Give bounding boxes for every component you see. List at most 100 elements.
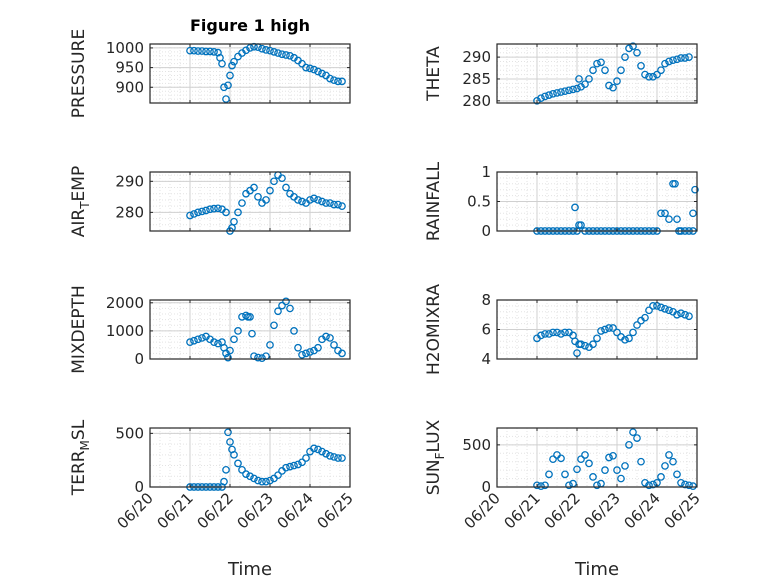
data-point	[669, 56, 677, 65]
data-point	[286, 304, 294, 313]
x-tick-label: 06/23	[581, 489, 624, 532]
data-point	[298, 458, 306, 467]
data-point	[310, 444, 318, 453]
y-tick-label: 0.5	[467, 193, 491, 211]
data-point	[625, 44, 633, 53]
data-point	[262, 196, 270, 204]
data-point	[222, 465, 230, 474]
data-point	[220, 477, 228, 486]
data-point	[557, 454, 565, 463]
data-point	[537, 331, 545, 340]
data-point	[597, 58, 605, 67]
data-point	[561, 328, 569, 337]
data-point	[549, 455, 557, 464]
data-point	[270, 48, 278, 56]
data-point	[186, 46, 194, 55]
data-point	[561, 87, 569, 96]
data-point	[306, 348, 314, 356]
data-point	[190, 210, 198, 218]
data-point	[290, 461, 298, 470]
subplot-sun-flux: 050006/2006/2106/2206/2306/2406/25SUNFLU…	[424, 419, 704, 580]
y-tick-label: 500	[462, 436, 491, 454]
data-point	[254, 476, 262, 485]
data-point	[274, 49, 282, 57]
y-tick-label: 1	[481, 163, 491, 181]
data-point	[691, 185, 699, 194]
data-point	[673, 310, 681, 319]
data-point	[621, 53, 629, 61]
data-point	[210, 338, 218, 346]
subplot-h2omixra: 4 6 8 H2OMIXRA	[424, 284, 698, 375]
data-series	[186, 42, 346, 103]
data-point	[577, 340, 585, 349]
x-tick-label: 06/25	[314, 489, 357, 532]
data-point	[673, 215, 681, 224]
data-point	[649, 302, 657, 310]
y-tick-label: 8	[481, 291, 491, 309]
data-point	[537, 94, 545, 103]
data-point	[613, 328, 621, 337]
data-point	[545, 470, 553, 479]
data-point	[242, 311, 250, 320]
data-point	[589, 340, 597, 349]
data-point	[190, 46, 198, 55]
data-point	[234, 327, 242, 335]
data-point	[593, 334, 601, 343]
data-point	[681, 54, 689, 62]
data-point	[294, 343, 302, 352]
data-point	[589, 66, 597, 75]
data-point	[677, 309, 685, 318]
x-axis-label: Time	[574, 559, 619, 580]
data-point	[186, 338, 194, 346]
data-point	[198, 207, 206, 216]
data-point	[629, 42, 637, 51]
data-point	[334, 200, 342, 209]
data-point	[553, 328, 561, 337]
y-axis-label: MIXDEPTH	[69, 285, 89, 374]
data-point	[657, 66, 665, 75]
data-series	[533, 302, 693, 357]
data-point	[338, 202, 346, 211]
data-point	[549, 89, 557, 98]
data-point	[258, 354, 266, 363]
data-point	[649, 480, 657, 489]
data-point	[605, 324, 613, 332]
data-point	[234, 208, 242, 217]
data-point	[282, 297, 290, 306]
y-tick-label: 290	[462, 48, 491, 66]
data-point	[326, 334, 334, 342]
data-point	[318, 447, 326, 456]
data-point	[238, 199, 246, 207]
data-point	[214, 339, 222, 348]
data-point	[577, 455, 585, 464]
data-point	[258, 44, 266, 53]
data-point	[677, 478, 685, 487]
data-point	[633, 434, 641, 442]
data-point	[278, 50, 286, 59]
y-tick-label: 0	[134, 478, 144, 496]
data-point	[286, 462, 294, 471]
data-point	[649, 72, 657, 81]
data-point	[278, 301, 286, 310]
y-tick-label: 1000	[106, 39, 144, 57]
subplot-theta: 280 285 290 THETA	[424, 42, 698, 110]
data-point	[246, 44, 254, 52]
data-point	[629, 428, 637, 437]
data-series	[533, 428, 697, 491]
data-point	[242, 470, 250, 478]
data-point	[637, 457, 645, 466]
y-tick-label: 4	[481, 350, 491, 368]
data-point	[330, 453, 338, 461]
y-tick-label: 900	[115, 78, 144, 96]
y-tick-label: 280	[115, 203, 144, 221]
y-tick-label: 6	[481, 321, 491, 339]
data-point	[575, 75, 583, 83]
data-point	[310, 65, 318, 74]
data-point	[230, 335, 238, 344]
data-point	[306, 196, 314, 204]
y-axis-label: AIRTEMP	[69, 166, 92, 237]
data-point	[322, 449, 330, 458]
data-point	[318, 197, 326, 206]
data-point	[298, 350, 306, 359]
y-tick-label: 280	[462, 92, 491, 110]
